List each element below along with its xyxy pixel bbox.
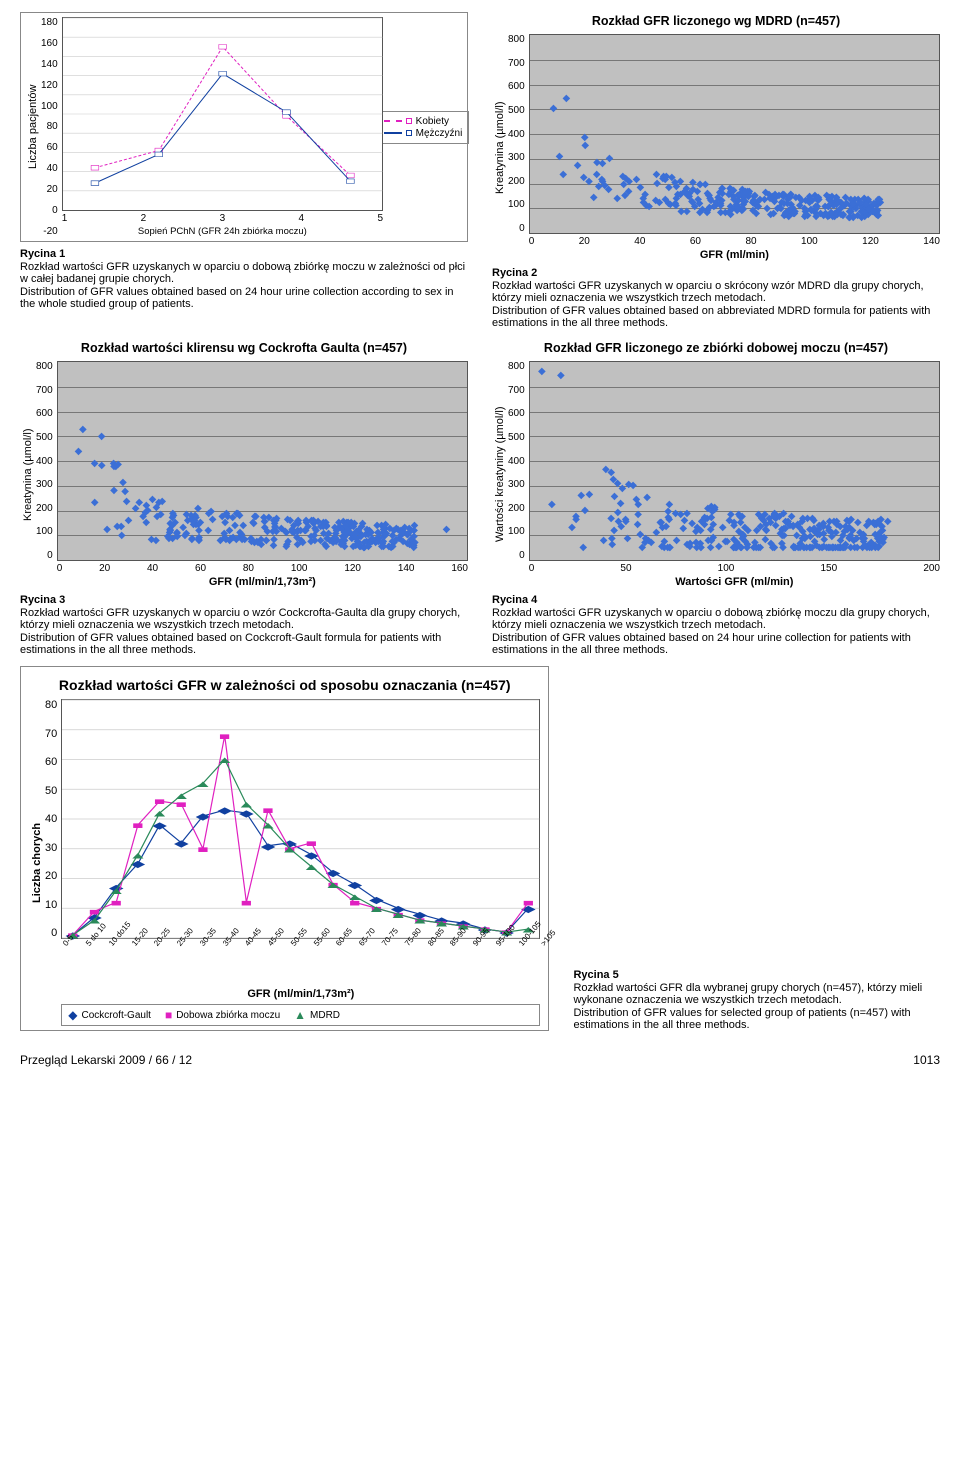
figure-3: Rozkład wartości klirensu wg Cockrofta G… <box>20 339 468 656</box>
svg-text:■: ■ <box>241 898 253 909</box>
fig3-caption-pl: Rozkład wartości GFR uzyskanych w oparci… <box>20 607 468 631</box>
fig1-label: Rycina 1 <box>20 248 468 260</box>
fig2-title: Rozkład GFR liczonego wg MDRD (n=457) <box>492 14 940 28</box>
fig1-xlabel: Sopień PChN (GFR 24h zbiórka moczu) <box>62 226 383 237</box>
svg-text:▲: ▲ <box>150 808 169 819</box>
fig5-label: Rycina 5 <box>573 969 940 981</box>
svg-text:◆: ◆ <box>218 805 233 816</box>
svg-text:▲: ▲ <box>324 880 343 891</box>
fig3-label: Rycina 3 <box>20 594 468 606</box>
fig2-caption-en: Distribution of GFR values obtained base… <box>492 305 940 329</box>
svg-text:◆: ◆ <box>261 841 276 852</box>
svg-text:■: ■ <box>154 797 166 808</box>
svg-text:▲: ▲ <box>107 886 126 897</box>
fig3-caption-en: Distribution of GFR values obtained base… <box>20 632 468 656</box>
fig2-xlabel: GFR (ml/min) <box>529 249 940 261</box>
svg-text:◆: ◆ <box>348 880 363 891</box>
svg-text:▲: ▲ <box>172 791 191 802</box>
fig5-ylabel: Liczba chorych <box>29 699 45 1026</box>
svg-text:◆: ◆ <box>304 850 319 861</box>
svg-text:▲: ▲ <box>346 892 365 903</box>
svg-text:▲: ▲ <box>281 844 300 855</box>
fig5-title: Rozkład wartości GFR w zależności od spo… <box>29 677 540 693</box>
page-footer: Przegląd Lekarski 2009 / 66 / 12 1013 <box>20 1053 940 1067</box>
svg-text:▲: ▲ <box>194 779 213 790</box>
figure-4: Rozkład GFR liczonego ze zbiórki dobowej… <box>492 339 940 656</box>
svg-text:■: ■ <box>263 805 275 816</box>
fig4-xlabel: Wartości GFR (ml/min) <box>529 576 940 588</box>
svg-text:▲: ▲ <box>129 850 148 861</box>
figure-2: Rozkład GFR liczonego wg MDRD (n=457) Kr… <box>492 12 940 329</box>
fig5-legend: ◆Cockcroft-Gault■Dobowa zbiórka moczu▲MD… <box>61 1004 540 1026</box>
svg-text:■: ■ <box>132 820 144 831</box>
fig1-caption-pl: Rozkład wartości GFR uzyskanych w oparci… <box>20 261 468 285</box>
fig4-title: Rozkład GFR liczonego ze zbiórki dobowej… <box>492 341 940 355</box>
fig5-xlabel: GFR (ml/min/1,73m²) <box>61 988 540 1000</box>
svg-text:▲: ▲ <box>302 862 321 873</box>
fig1-ylabel: Liczba pacjentów <box>25 17 41 237</box>
svg-text:▲: ▲ <box>367 904 386 915</box>
svg-text:▲: ▲ <box>389 910 408 921</box>
fig2-caption-pl: Rozkład wartości GFR uzyskanych w oparci… <box>492 280 940 304</box>
fig4-ylabel: Wartości kreatyniny (µmol/l) <box>492 361 508 588</box>
svg-text:▲: ▲ <box>237 799 256 810</box>
fig3-title: Rozkład wartości klirensu wg Cockrofta G… <box>20 341 468 355</box>
svg-text:▲: ▲ <box>215 755 234 766</box>
svg-text:◆: ◆ <box>174 838 189 849</box>
fig4-caption-en: Distribution of GFR values obtained base… <box>492 632 940 656</box>
fig4-label: Rycina 4 <box>492 594 940 606</box>
svg-text:■: ■ <box>111 898 123 909</box>
svg-text:▲: ▲ <box>259 820 278 831</box>
svg-text:■: ■ <box>197 844 209 855</box>
footer-left: Przegląd Lekarski 2009 / 66 / 12 <box>20 1053 192 1067</box>
fig5-caption-en: Distribution of GFR values for selected … <box>573 1007 940 1031</box>
svg-text:■: ■ <box>306 838 318 849</box>
fig1-legend: KobietyMężczyźni <box>377 111 470 144</box>
fig3-ylabel: Kreatynina (µmol/l) <box>20 361 36 588</box>
fig5-caption-pl: Rozkład wartości GFR dla wybranej grupy … <box>573 982 940 1006</box>
svg-text:▲: ▲ <box>411 916 430 927</box>
figure-1: Liczba pacjentów -2002040608010012014016… <box>20 12 468 329</box>
footer-right: 1013 <box>913 1053 940 1067</box>
fig4-caption-pl: Rozkład wartości GFR uzyskanych w oparci… <box>492 607 940 631</box>
fig3-xlabel: GFR (ml/min/1,73m²) <box>57 576 468 588</box>
svg-text:■: ■ <box>219 731 231 742</box>
fig2-label: Rycina 2 <box>492 267 940 279</box>
svg-text:◆: ◆ <box>326 868 341 879</box>
fig1-caption-en: Distribution of GFR values obtained base… <box>20 286 468 310</box>
figure-5: Rozkład wartości GFR w zależności od spo… <box>20 666 549 1031</box>
fig2-ylabel: Kreatynina (µmol/l) <box>492 34 508 261</box>
fig1-chart: Liczba pacjentów -2002040608010012014016… <box>20 12 468 242</box>
svg-text:▲: ▲ <box>432 918 451 929</box>
svg-text:■: ■ <box>523 898 535 909</box>
